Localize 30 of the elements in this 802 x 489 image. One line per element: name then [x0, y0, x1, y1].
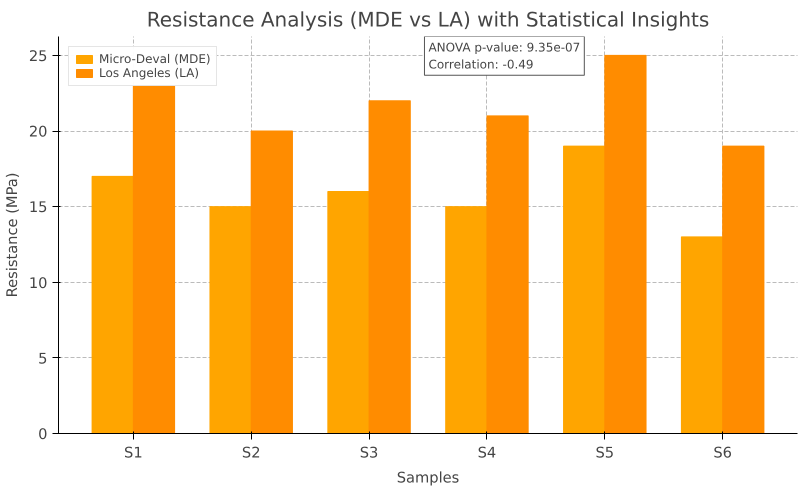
bar [327, 191, 370, 434]
bar [368, 100, 411, 434]
x-axis-title: Samples [396, 470, 460, 486]
bar [604, 54, 647, 434]
bar [722, 146, 764, 434]
bar [563, 146, 606, 434]
chart-title: Resistance Analysis (MDE vs LA) with Statistical Insights [146, 8, 710, 32]
y-axis-title: Resistance (MPa) [4, 172, 21, 298]
bar [209, 206, 252, 434]
y-tick-label: 5 [38, 350, 48, 368]
y-tick-label: 20 [28, 124, 48, 141]
x-tick-label: S6 [713, 444, 732, 462]
x-tick-label: S4 [478, 444, 496, 462]
y-tick-label: 10 [28, 274, 48, 292]
bar [92, 176, 134, 434]
bar [445, 206, 488, 434]
y-tick-label: 25 [28, 48, 48, 65]
bar [680, 236, 724, 434]
legend-label: Los Angeles (LA) [99, 66, 200, 80]
bar [486, 115, 529, 434]
bar [250, 130, 293, 434]
x-tick-label: S2 [242, 444, 261, 462]
y-tick-label: 0 [38, 426, 48, 443]
x-tick-label: S5 [595, 444, 614, 462]
x-tick-label: S1 [124, 444, 143, 462]
y-tick-label: 15 [28, 199, 48, 216]
legend-label: Micro-Deval (MDE) [99, 52, 211, 66]
bar [132, 85, 176, 434]
annotation: ANOVA p-value: 9.35e-07 Correlation: -0.49 [428, 40, 580, 72]
x-tick-label: S3 [360, 444, 378, 462]
